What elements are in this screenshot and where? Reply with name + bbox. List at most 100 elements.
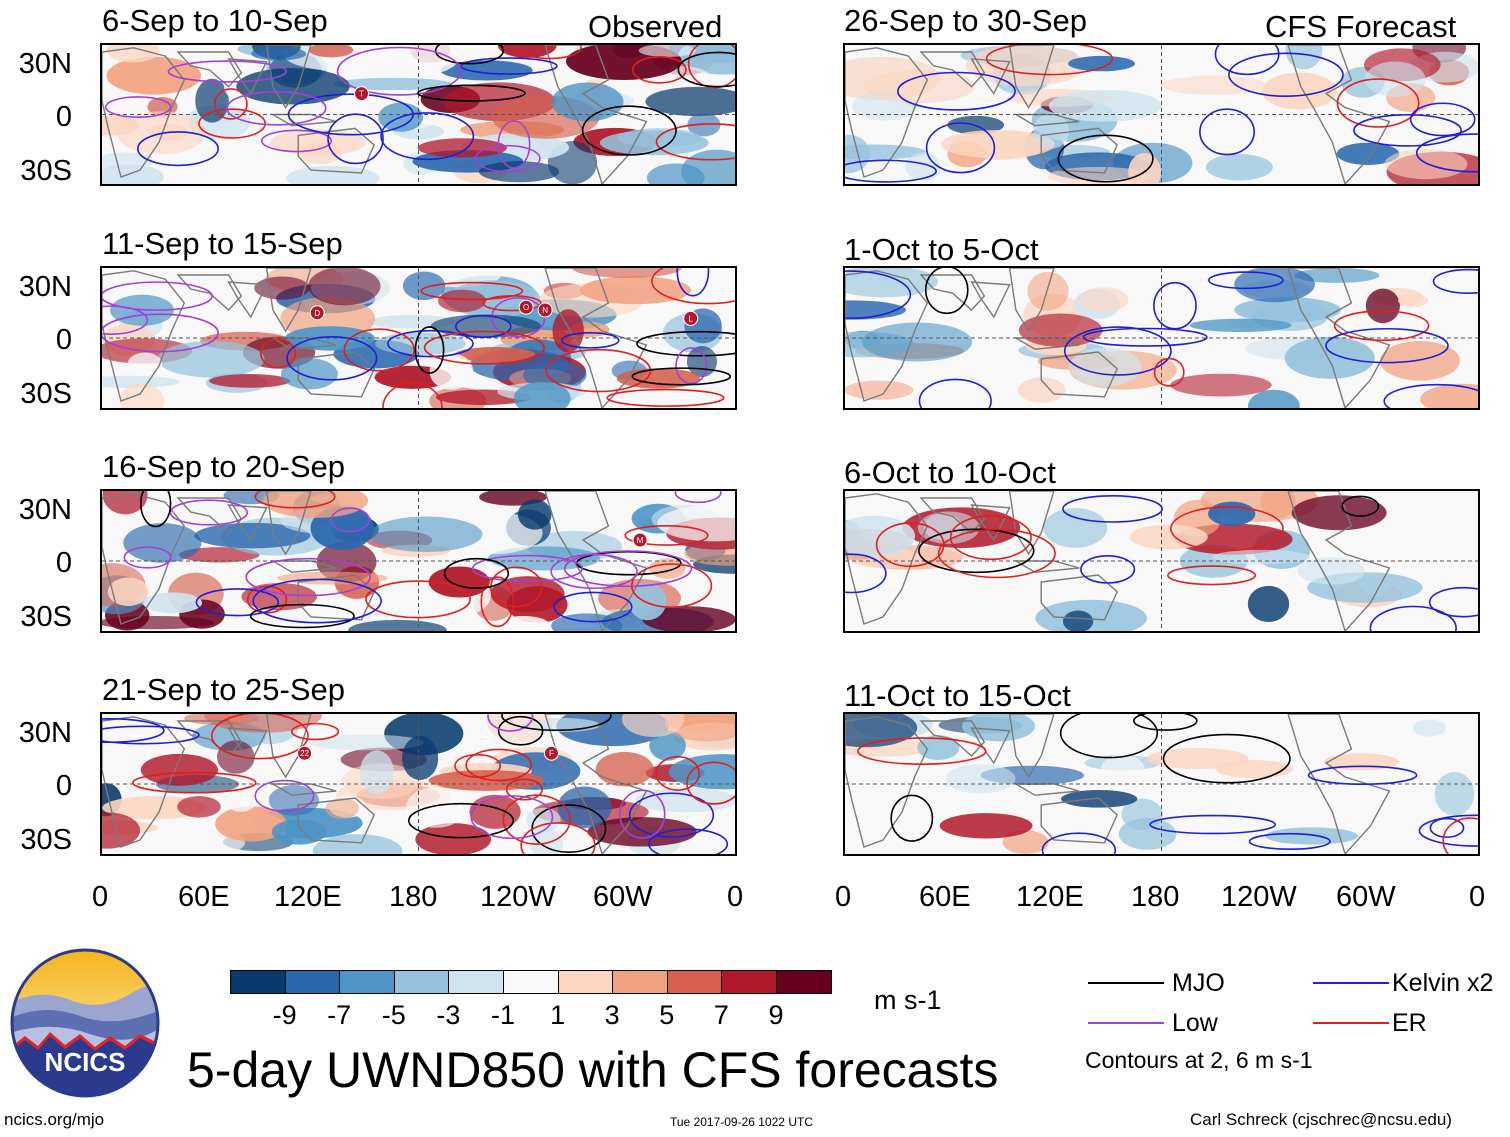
lat-label: 30S [20, 824, 72, 856]
anomaly-shading [225, 789, 257, 812]
wave-contour [480, 576, 515, 628]
wave-contour [1162, 733, 1291, 784]
anomaly-shading [862, 322, 973, 362]
anomaly-shading [123, 523, 202, 563]
coastline [227, 281, 268, 319]
wave-contour [628, 792, 715, 838]
lat-label: 30N [18, 717, 72, 749]
anomaly-shading [119, 382, 164, 408]
map-panel-observed-1: T [100, 43, 737, 186]
anomaly-shading [645, 86, 735, 117]
footer-timestamp: Tue 2017-09-26 1022 UTC [670, 1115, 813, 1129]
wave-contour [260, 129, 333, 153]
anomaly-shading [1284, 336, 1375, 379]
wave-contour [676, 268, 710, 297]
anomaly-shading [325, 798, 359, 819]
panel-title-fcst-4: 11-Oct to 15-Oct [844, 678, 1071, 713]
anomaly-shading [405, 787, 467, 828]
coastline [919, 274, 986, 311]
storm-marker: M [632, 532, 648, 548]
wave-contour [336, 46, 462, 96]
colorbar-swatch [721, 970, 777, 994]
wave-contour [1082, 327, 1208, 347]
ncics-logo[interactable]: NCICS [10, 948, 160, 1098]
wave-contour [260, 338, 297, 369]
wave-contour [1153, 357, 1185, 387]
anomaly-shading [628, 582, 667, 621]
coastline [1040, 574, 1119, 621]
anomaly-shading [348, 619, 447, 631]
panel-title-fcst-3: 6-Oct to 10-Oct [844, 455, 1056, 490]
anomaly-shading [102, 616, 215, 630]
colorbar-label: -3 [436, 1000, 461, 1030]
wave-contour [497, 715, 544, 746]
panel-title-fcst-2: 1-Oct to 5-Oct [844, 232, 1039, 267]
coastline [102, 493, 186, 625]
wave-contour [1333, 310, 1430, 342]
wave-contour [246, 585, 288, 614]
map-panel-forecast-4 [843, 712, 1480, 856]
anomaly-shading [1260, 491, 1296, 519]
storm-label: F [549, 749, 554, 758]
wave-contour [454, 753, 502, 778]
wave-contour [675, 347, 708, 385]
coastline [1008, 45, 1055, 109]
anomaly-shading [1043, 508, 1108, 548]
anomaly-shading [1265, 827, 1359, 845]
map-svg [845, 714, 1478, 854]
lat-label: 30N [18, 494, 72, 526]
map-svg: 22 F [102, 714, 735, 854]
wave-contour [619, 789, 666, 839]
anomaly-shading [917, 735, 960, 760]
lon-label: 60E [919, 881, 971, 913]
coastline [1008, 714, 1055, 779]
wave-contour [1442, 817, 1478, 854]
wave-contour [407, 802, 515, 839]
map-svg: T [102, 45, 735, 184]
coastline [544, 268, 648, 408]
coastline [1287, 491, 1391, 631]
anomaly-shading [642, 606, 735, 631]
map-panel-forecast-3 [843, 489, 1480, 633]
wave-contour [1041, 832, 1117, 854]
anomaly-shading [402, 271, 446, 301]
wave-contour [1199, 108, 1255, 156]
anomaly-shading [1234, 297, 1341, 323]
wave-contour [686, 761, 735, 805]
anomaly-shading [945, 764, 1016, 794]
anomaly-shading [616, 368, 700, 389]
anomaly-shading [195, 78, 229, 123]
storm-label: N [542, 306, 548, 315]
anomaly-shading [102, 812, 141, 849]
anomaly-shading [308, 45, 354, 58]
wave-contour [167, 60, 288, 83]
coastline [970, 727, 1011, 765]
wave-contour [1428, 586, 1478, 618]
coastline [102, 716, 186, 848]
wave-contour [1432, 268, 1478, 294]
wave-contour [648, 828, 729, 854]
lat-label: 30S [20, 155, 72, 187]
anomaly-shading [1412, 719, 1446, 737]
anomaly-shading [939, 813, 1033, 839]
lon-label: 120W [1221, 881, 1297, 913]
footer-url[interactable]: ncics.org/mjo [4, 1110, 105, 1129]
wave-contour [651, 268, 735, 305]
lon-label: 60E [178, 881, 230, 913]
figure-title: 5-day UWND850 with CFS forecasts [187, 1042, 999, 1098]
wave-contour [102, 305, 149, 335]
anomaly-shading [177, 796, 221, 818]
anomaly-shading [215, 806, 287, 842]
wave-contour [845, 159, 937, 183]
lon-label: 180 [389, 881, 438, 913]
wave-contour [327, 113, 384, 165]
anomaly-shading [1297, 557, 1366, 585]
anomaly-shading [1397, 293, 1429, 308]
wave-contour [137, 131, 219, 167]
anomaly-shading [517, 499, 552, 530]
anomaly-shading [415, 823, 492, 854]
wave-contour [857, 737, 987, 766]
wave-contour [655, 123, 735, 161]
wave-contour [875, 522, 945, 568]
lat-label: 0 [55, 547, 72, 579]
